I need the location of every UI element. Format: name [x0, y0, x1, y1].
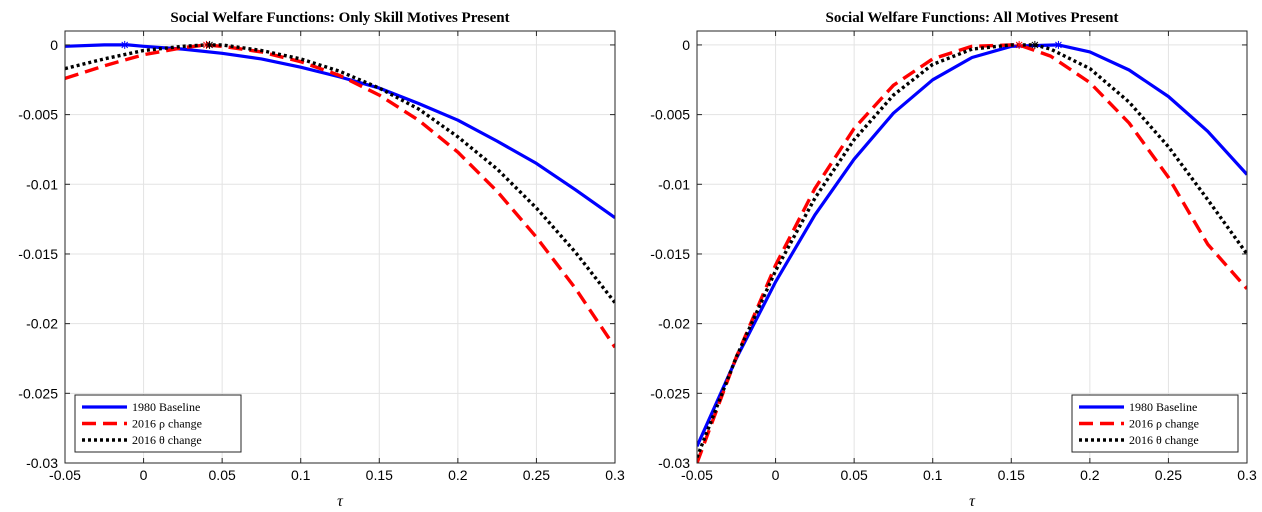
- series-line-1: [65, 43, 615, 349]
- series-line-0: [697, 43, 1247, 447]
- legend-box: [1071, 394, 1239, 453]
- axes-frame: [696, 30, 1248, 464]
- marker-stroke: [121, 41, 129, 49]
- x-tick-label: -0.05: [49, 467, 81, 483]
- x-tick-label: 0: [140, 467, 148, 483]
- legend-label-2: 2016 θ change: [132, 433, 202, 447]
- marker-stroke: [1015, 41, 1023, 49]
- series-group: [65, 40, 615, 349]
- y-tick-label: -0.01: [658, 176, 690, 192]
- legend-label-1: 2016 ρ change: [1129, 417, 1199, 431]
- legend: 1980 Baseline 2016 ρ change 2016 θ change: [1071, 394, 1239, 453]
- optimum-marker-0: [1054, 40, 1063, 49]
- marker-stroke: [206, 41, 213, 49]
- y-tick-label: -0.025: [18, 385, 58, 401]
- y-tick-label: -0.015: [650, 246, 690, 262]
- y-tick-label: -0.015: [18, 246, 58, 262]
- x-tick-label: 0.15: [366, 467, 393, 483]
- x-tick-label: 0.25: [1155, 467, 1182, 483]
- chart-left-skill-motives: -0.05 0 0.05 0.1 0.15 0.2 0.25 0.3 0 -0.005 -0.01 -…: [18, 10, 625, 510]
- x-tick-label: 0.3: [1237, 467, 1257, 483]
- legend-box: [74, 394, 242, 453]
- x-tick-label: 0.05: [841, 467, 868, 483]
- legend-label-0: 1980 Baseline: [132, 400, 200, 414]
- x-tick-label: 0.1: [923, 467, 943, 483]
- series-line-2: [65, 43, 615, 304]
- x-tick-label: 0.25: [523, 467, 550, 483]
- legend: 1980 Baseline 2016 ρ change 2016 θ change: [74, 394, 242, 453]
- x-tick-label: 0.05: [209, 467, 236, 483]
- legend-label-0: 1980 Baseline: [1129, 400, 1197, 414]
- series-line-0: [65, 43, 615, 220]
- optimum-marker-2: [1030, 40, 1039, 49]
- x-tick-label: 0.3: [605, 467, 625, 483]
- y-tick-label: -0.005: [650, 107, 690, 123]
- y-tick-label: -0.03: [658, 455, 690, 471]
- marker-stroke: [1031, 41, 1039, 49]
- y-tick-label: 0: [50, 37, 58, 53]
- plot-area: [65, 31, 615, 463]
- chart-title: Social Welfare Functions: All Motives Pr…: [826, 10, 1119, 26]
- optimum-marker-1: [1015, 40, 1024, 49]
- chart-title: Social Welfare Functions: Only Skill Mot…: [170, 10, 509, 26]
- x-tick-label: 0.1: [291, 467, 311, 483]
- optimum-marker-0: [120, 40, 129, 49]
- chart-right-all-motives: -0.05 0 0.05 0.1 0.15 0.2 0.25 0.3 0 -0.005 -0.01 -…: [650, 10, 1257, 510]
- x-tick-label: 0: [772, 467, 780, 483]
- x-axis-label: τ: [337, 493, 344, 510]
- optimum-marker-2: [205, 40, 214, 49]
- marker-stroke: [1055, 41, 1062, 49]
- y-tick-label: -0.02: [26, 316, 58, 332]
- x-axis-label: τ: [969, 493, 976, 510]
- series-line-1: [697, 43, 1247, 463]
- y-tick-label: -0.025: [650, 385, 690, 401]
- x-tick-label: 0.15: [998, 467, 1025, 483]
- series-group: [697, 40, 1247, 463]
- x-tick-label: 0.2: [1080, 467, 1100, 483]
- y-tick-label: -0.02: [658, 316, 690, 332]
- axes-frame: [64, 30, 616, 464]
- y-tick-label: 0: [682, 37, 690, 53]
- legend-label-2: 2016 θ change: [1129, 433, 1199, 447]
- y-tick-label: -0.03: [26, 455, 58, 471]
- y-tick-label: -0.005: [18, 107, 58, 123]
- y-tick-label: -0.01: [26, 176, 58, 192]
- x-tick-label: -0.05: [681, 467, 713, 483]
- legend-label-1: 2016 ρ change: [132, 417, 202, 431]
- x-tick-label: 0.2: [448, 467, 468, 483]
